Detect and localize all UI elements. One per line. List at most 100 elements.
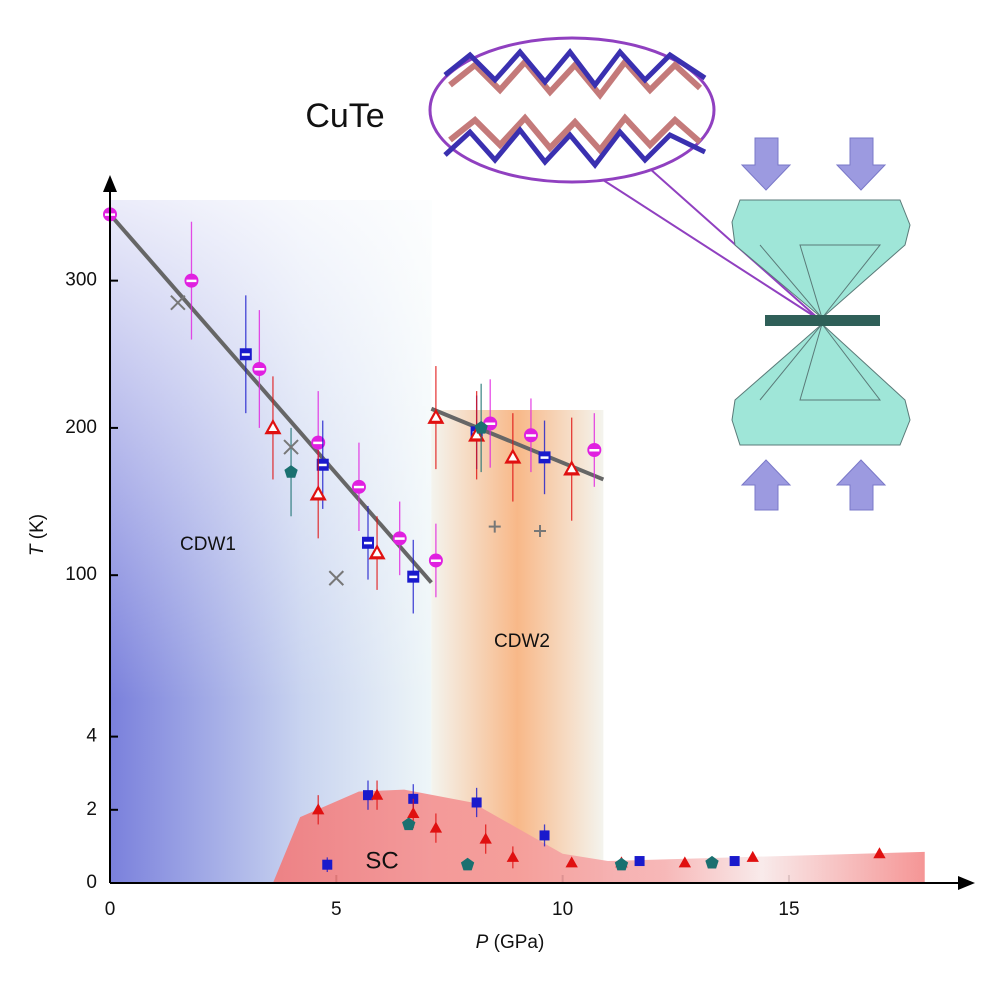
marker-band [430, 559, 441, 562]
marker-band [485, 422, 496, 425]
marker-band [525, 434, 536, 437]
facet [759, 323, 882, 401]
marker-band [540, 456, 549, 459]
marker [565, 856, 578, 868]
marker-band [589, 449, 600, 452]
data-point [614, 857, 629, 871]
data-point [184, 273, 199, 288]
upper-anvil [731, 199, 911, 319]
data-point [471, 797, 482, 808]
marker-band [409, 575, 418, 579]
marker-band [186, 279, 197, 283]
y-tick-label: 300 [65, 270, 97, 291]
crystal-illustration [428, 36, 821, 321]
x-symbol: P [476, 932, 489, 953]
data-point [283, 439, 299, 455]
layer [448, 113, 702, 155]
marker-inner [268, 423, 278, 432]
data-point [746, 850, 759, 862]
pressure-arrows [740, 137, 887, 511]
x-tick-label: 15 [778, 899, 799, 920]
data-point [523, 428, 538, 443]
lower-anvil [731, 323, 911, 446]
x-axis-arrow [958, 876, 975, 890]
data-point [538, 451, 551, 464]
y-tick-label: 100 [65, 564, 97, 585]
y-tick-label: 200 [65, 417, 97, 438]
marker [328, 570, 345, 586]
data-point [427, 408, 445, 424]
layer [443, 47, 707, 90]
marker-inner [567, 464, 576, 473]
data-point [705, 855, 719, 869]
pointer-line [599, 177, 821, 321]
background-regions [110, 200, 604, 883]
arrow [835, 459, 887, 511]
x-axis-title: P (GPa) [476, 932, 545, 953]
data-point [264, 418, 282, 435]
marker [729, 856, 740, 867]
marker-inner [313, 489, 323, 498]
data-point [563, 460, 581, 476]
data-point [311, 435, 326, 450]
y-unit: (K) [27, 514, 48, 539]
marker-inner [372, 548, 382, 557]
marker-inner [431, 413, 441, 421]
data-point [428, 553, 443, 568]
marker [284, 465, 298, 478]
data-point [407, 570, 420, 583]
data-point [309, 485, 327, 501]
data-point [239, 348, 252, 361]
y-symbol: T [27, 543, 48, 556]
arrow [740, 137, 792, 191]
data-point [587, 443, 602, 457]
y-tick-label: 4 [86, 726, 97, 747]
marker [539, 830, 550, 841]
gasket [765, 315, 880, 326]
marker-band [254, 368, 265, 371]
marker-band [318, 463, 327, 467]
marker [460, 857, 475, 871]
data-point [252, 362, 267, 376]
data-point [488, 520, 501, 533]
marker [402, 817, 416, 831]
layer [443, 126, 707, 170]
marker-band [241, 353, 250, 356]
y-axis-title: T (K) [27, 514, 48, 556]
y-tick-label: 0 [86, 872, 97, 893]
x-tick-label: 5 [331, 899, 342, 920]
data-point [504, 448, 522, 464]
data-point [407, 806, 420, 819]
data-point [351, 479, 366, 494]
data-point [429, 821, 443, 833]
data-point [534, 525, 546, 537]
marker [479, 832, 492, 844]
marker [429, 821, 443, 833]
marker-band [364, 541, 372, 545]
data-point [284, 465, 298, 478]
arrow [835, 137, 887, 191]
data-point [402, 817, 416, 831]
marker-band [353, 485, 364, 489]
marker [705, 855, 719, 869]
marker-inner [508, 452, 518, 461]
compound-label: CuTe [305, 97, 384, 135]
data-point [316, 458, 329, 471]
data-point [565, 856, 578, 868]
facet [759, 244, 882, 319]
y-tick-label: 2 [86, 799, 97, 820]
cdw1-fade [110, 200, 432, 700]
data-point [362, 536, 374, 549]
data-point [474, 420, 488, 434]
marker [471, 797, 482, 808]
data-point [479, 832, 492, 844]
marker [370, 788, 384, 800]
sc-dome [272, 789, 925, 883]
data-point [729, 856, 740, 867]
marker [322, 859, 333, 870]
x-unit: (GPa) [494, 932, 545, 953]
data-point [322, 859, 333, 870]
marker [506, 850, 520, 862]
x-tick-label: 0 [105, 899, 116, 920]
data-point [170, 295, 186, 311]
